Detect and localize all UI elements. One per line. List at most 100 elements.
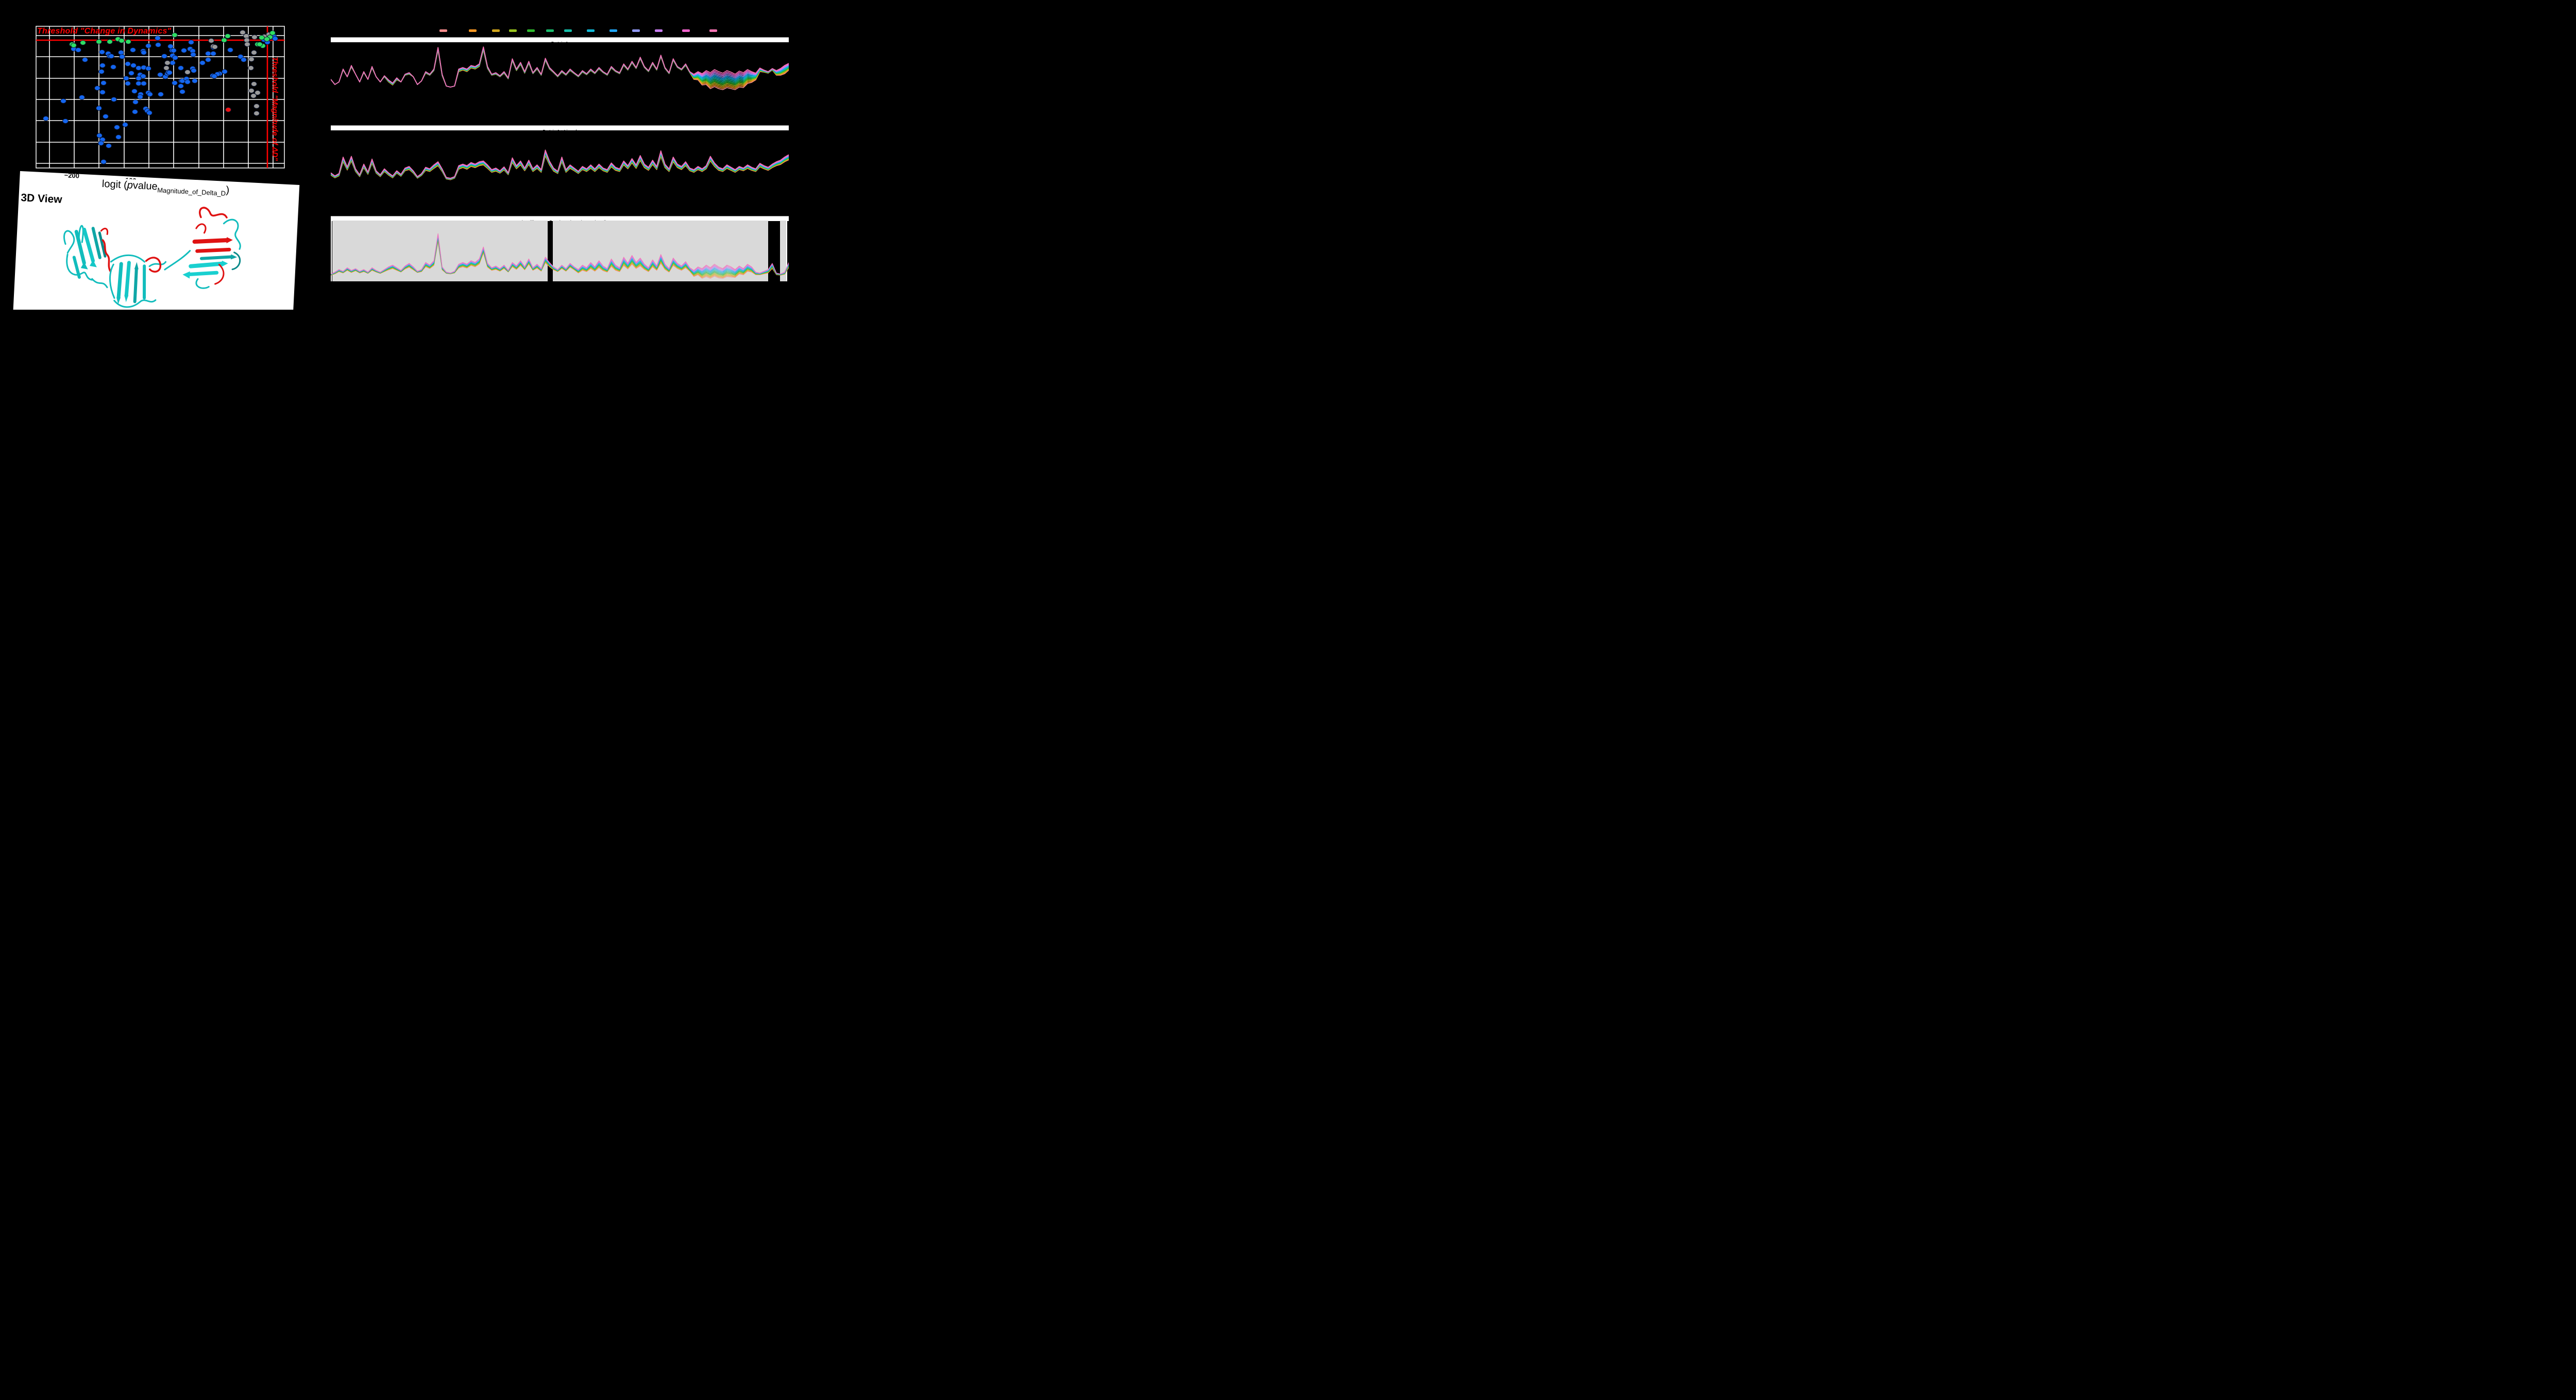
volcano-point[interactable] <box>172 80 178 86</box>
volcano-point[interactable] <box>191 68 197 73</box>
volcano-point[interactable] <box>251 81 257 87</box>
volcano-point[interactable] <box>111 97 117 102</box>
volcano-point[interactable] <box>62 119 69 124</box>
volcano-point[interactable] <box>188 40 194 45</box>
volcano-point[interactable] <box>208 38 214 43</box>
volcano-point[interactable] <box>179 89 185 94</box>
volcano-point[interactable] <box>132 109 138 114</box>
volcano-point[interactable] <box>122 122 128 127</box>
volcano-point[interactable] <box>222 69 228 74</box>
volcano-point[interactable] <box>244 38 250 43</box>
volcano-point[interactable] <box>157 72 163 77</box>
volcano-point[interactable] <box>244 42 250 47</box>
volcano-point[interactable] <box>131 89 138 94</box>
volcano-point[interactable] <box>145 43 151 48</box>
volcano-point[interactable] <box>253 111 260 116</box>
volcano-point[interactable] <box>192 78 198 83</box>
volcano-point[interactable] <box>227 47 233 53</box>
volcano-point[interactable] <box>178 83 184 89</box>
volcano-point[interactable] <box>99 63 106 68</box>
volcano-point[interactable] <box>161 54 167 59</box>
volcano-point[interactable] <box>172 55 178 60</box>
volcano-point[interactable] <box>248 88 255 93</box>
volcano-point[interactable] <box>181 48 187 53</box>
volcano-point[interactable] <box>248 65 254 71</box>
legend-swatch-5[interactable] <box>527 29 535 32</box>
volcano-point[interactable] <box>257 42 263 47</box>
volcano-point[interactable] <box>110 64 116 70</box>
volcano-point[interactable] <box>155 42 161 47</box>
protein-ribbon-3d[interactable] <box>41 194 253 310</box>
volcano-point[interactable] <box>164 60 171 65</box>
volcano-point[interactable] <box>171 48 177 53</box>
volcano-point[interactable] <box>170 60 176 65</box>
volcano-point[interactable] <box>255 90 261 95</box>
volcano-point[interactable] <box>248 57 255 62</box>
volcano-point[interactable] <box>100 159 107 164</box>
volcano-point[interactable] <box>264 37 270 42</box>
volcano-point[interactable] <box>184 70 191 75</box>
volcano-point[interactable] <box>96 106 102 111</box>
volcano-point[interactable] <box>108 54 114 59</box>
volcano-point[interactable] <box>167 44 174 49</box>
volcano-point[interactable] <box>98 69 105 74</box>
volcano-point[interactable] <box>251 50 257 55</box>
volcano-point[interactable] <box>123 76 129 81</box>
chart-protein-a[interactable] <box>331 42 789 125</box>
volcano-point[interactable] <box>166 70 173 75</box>
volcano-point[interactable] <box>128 71 134 76</box>
volcano-point[interactable] <box>155 36 161 41</box>
volcano-point[interactable] <box>130 47 136 53</box>
volcano-point[interactable] <box>205 51 211 56</box>
volcano-point[interactable] <box>98 141 104 146</box>
volcano-point[interactable] <box>158 92 164 97</box>
volcano-point[interactable] <box>106 143 112 148</box>
volcano-point[interactable] <box>145 66 151 71</box>
volcano-point[interactable] <box>115 134 122 140</box>
volcano-point[interactable] <box>60 98 66 104</box>
volcano-point[interactable] <box>118 50 124 55</box>
legend-swatch-1[interactable] <box>439 29 447 32</box>
legend-swatch-6[interactable] <box>546 29 554 32</box>
legend-swatch-9[interactable] <box>609 29 617 32</box>
volcano-point[interactable] <box>82 57 88 62</box>
volcano-point[interactable] <box>259 35 265 40</box>
volcano-point[interactable] <box>240 30 246 35</box>
volcano-point[interactable] <box>137 94 143 99</box>
volcano-point[interactable] <box>243 33 249 39</box>
volcano-point[interactable] <box>172 32 178 38</box>
volcano-point[interactable] <box>99 49 105 55</box>
volcano-point[interactable] <box>163 65 170 71</box>
volcano-point[interactable] <box>132 99 139 105</box>
volcano-point[interactable] <box>96 133 103 138</box>
volcano-point[interactable] <box>250 93 257 98</box>
legend-swatch-10[interactable] <box>632 29 640 32</box>
volcano-point[interactable] <box>199 60 206 65</box>
legend-swatch-3[interactable] <box>492 29 500 32</box>
volcano-point[interactable] <box>225 107 231 112</box>
legend-swatch-11[interactable] <box>655 29 663 32</box>
volcano-point[interactable] <box>253 104 260 109</box>
legend-swatch-2[interactable] <box>469 29 477 32</box>
volcano-point[interactable] <box>269 30 276 36</box>
volcano-point[interactable] <box>135 65 142 71</box>
volcano-point[interactable] <box>225 33 231 39</box>
volcano-point[interactable] <box>71 43 77 48</box>
volcano-plot-canvas[interactable] <box>31 21 294 175</box>
legend-swatch-12[interactable] <box>682 29 690 32</box>
volcano-point[interactable] <box>212 44 218 49</box>
legend-swatch-13[interactable] <box>709 29 717 32</box>
volcano-point[interactable] <box>241 57 247 62</box>
legend-swatch-4[interactable] <box>509 29 517 32</box>
volcano-point[interactable] <box>125 61 131 66</box>
volcano-point[interactable] <box>99 90 106 95</box>
volcano-point[interactable] <box>147 92 153 97</box>
volcano-point[interactable] <box>130 63 137 68</box>
volcano-point[interactable] <box>114 125 120 130</box>
volcano-point[interactable] <box>141 50 147 55</box>
volcano-point[interactable] <box>94 86 100 91</box>
volcano-point[interactable] <box>107 39 113 44</box>
volcano-point[interactable] <box>190 52 196 57</box>
volcano-point[interactable] <box>141 81 147 86</box>
volcano-point[interactable] <box>125 81 131 86</box>
